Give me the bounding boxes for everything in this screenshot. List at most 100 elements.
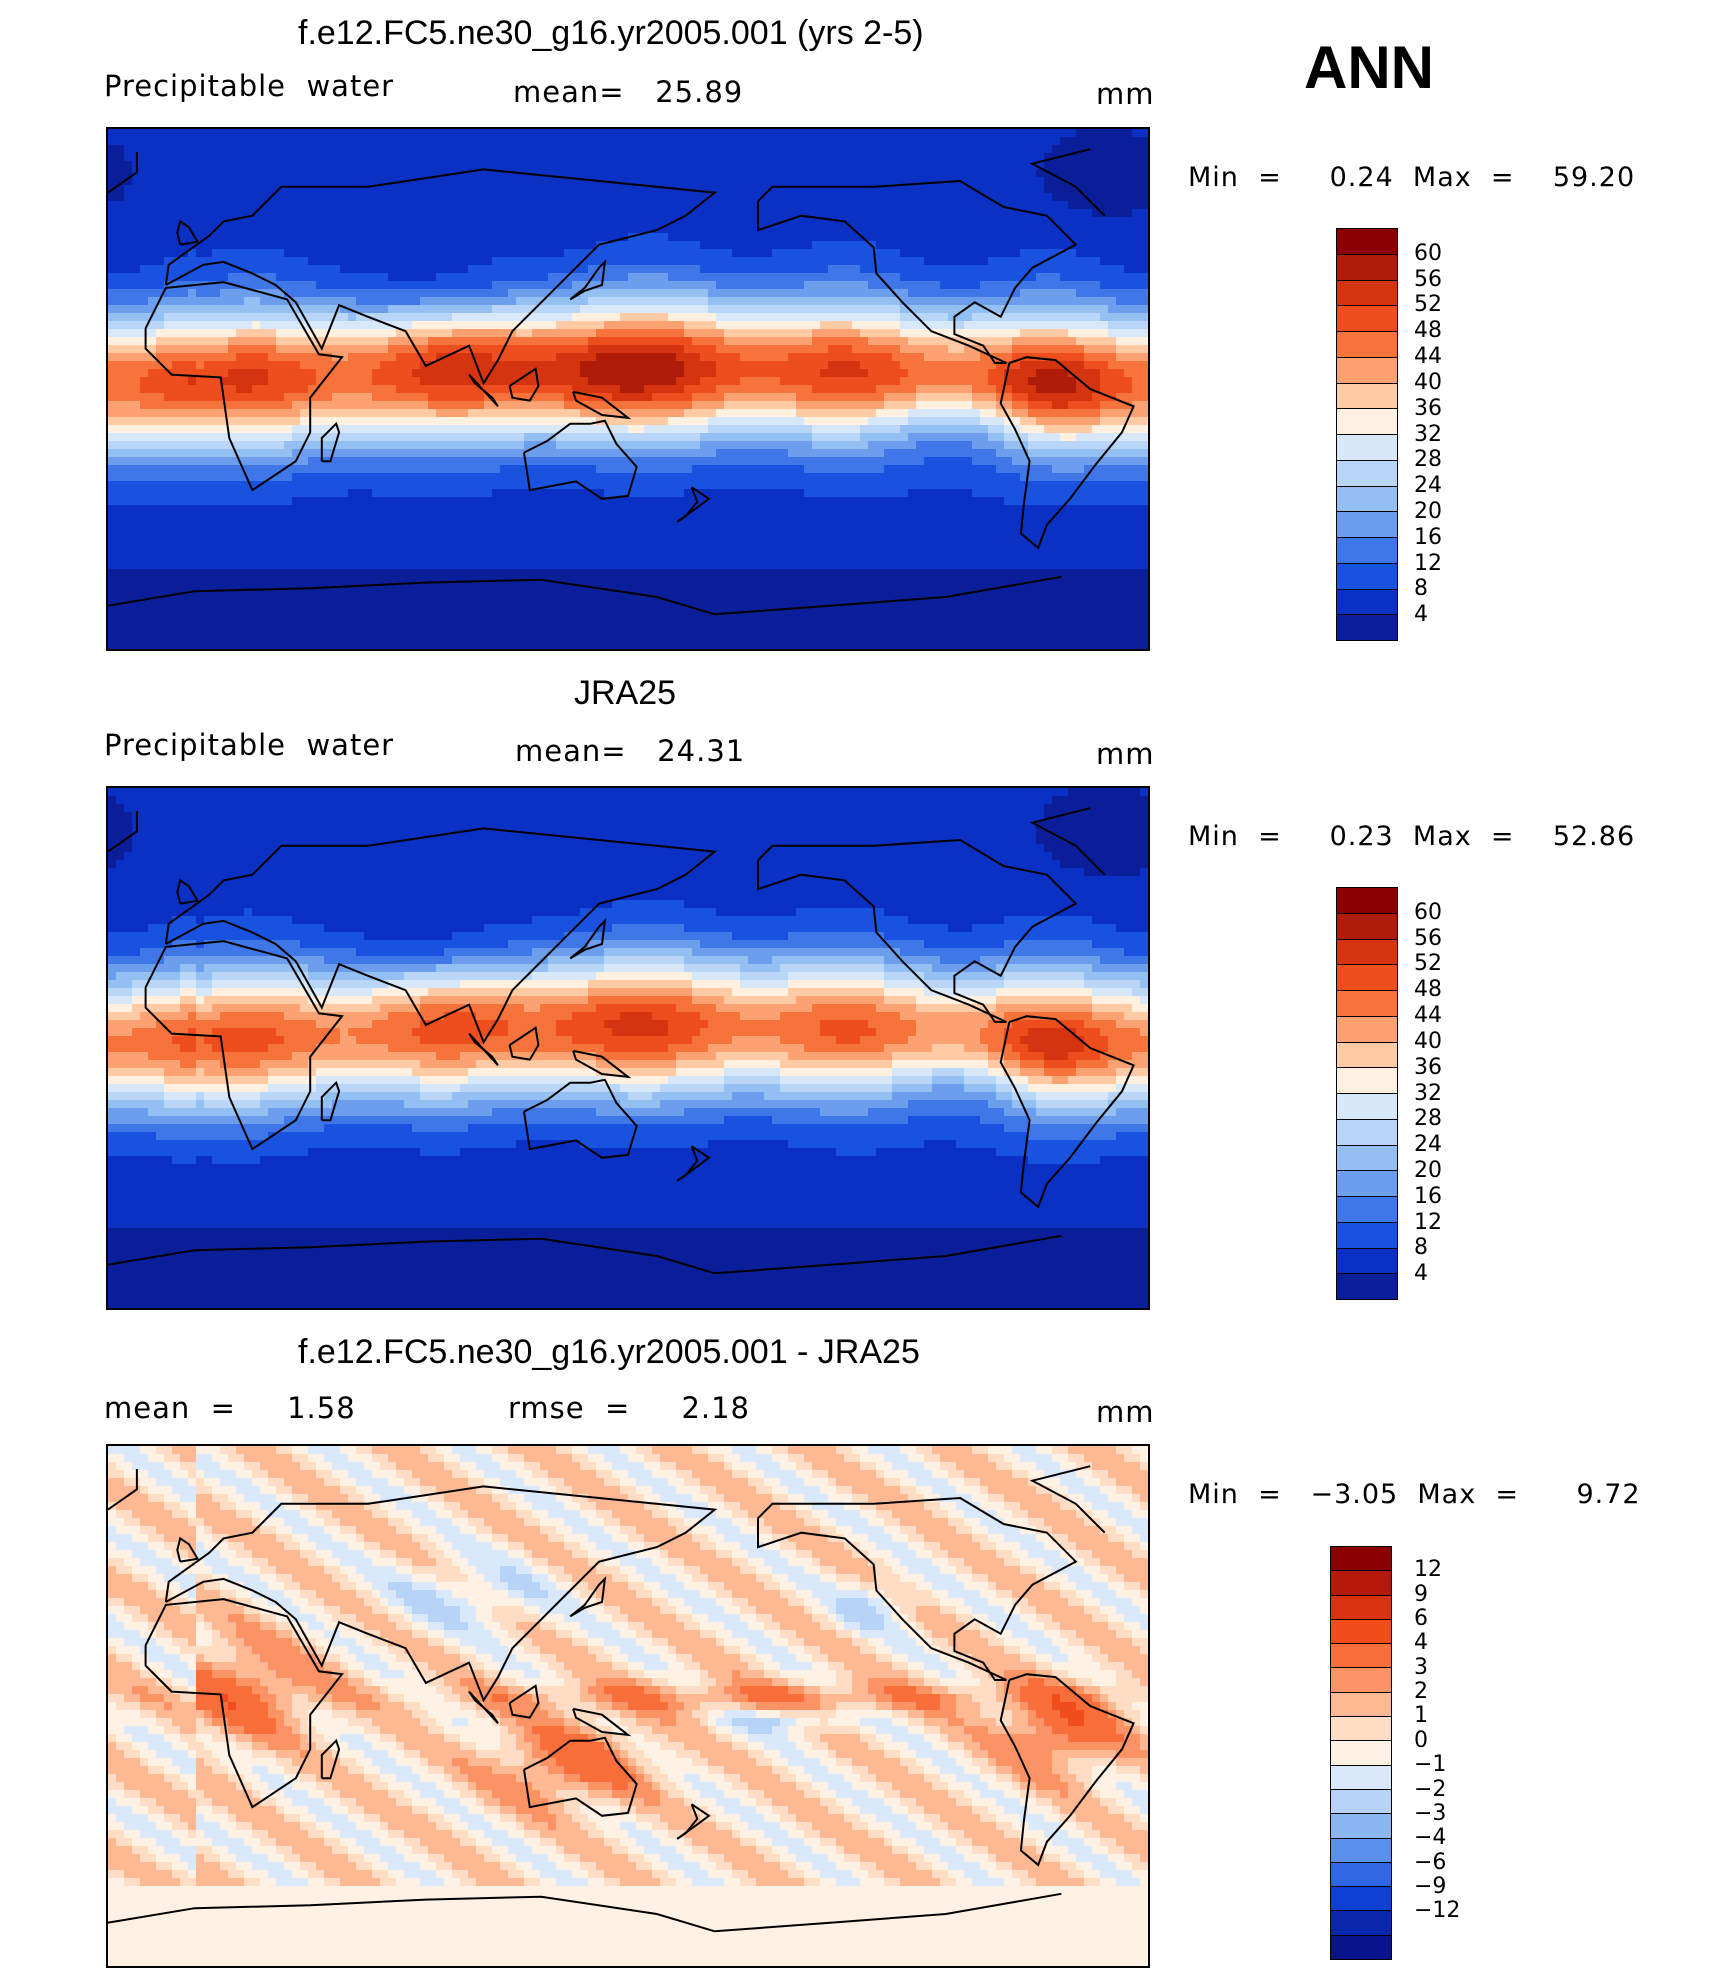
- field-cell: [316, 225, 325, 234]
- field-cell: [556, 385, 565, 394]
- field-cell: [764, 225, 773, 234]
- field-cell: [492, 337, 501, 346]
- field-cell: [620, 193, 629, 202]
- field-cell: [252, 417, 261, 426]
- field-cell: [564, 209, 573, 218]
- field-cell: [596, 193, 605, 202]
- field-cell: [236, 281, 245, 290]
- field-cell: [340, 361, 349, 370]
- field-cell: [1084, 201, 1093, 210]
- field-cell: [604, 209, 613, 218]
- field-cell: [524, 321, 533, 330]
- field-cell: [1140, 129, 1148, 138]
- field-cell: [308, 185, 317, 194]
- field-cell: [260, 193, 269, 202]
- field-cell: [1132, 393, 1141, 402]
- field-cell: [372, 169, 381, 178]
- field-cell: [164, 241, 173, 250]
- field-cell: [540, 305, 549, 314]
- field-cell: [1092, 305, 1101, 314]
- field-cell: [476, 321, 485, 330]
- field-cell: [676, 329, 685, 338]
- field-cell: [676, 161, 685, 170]
- field-cell: [292, 393, 301, 402]
- field-cell: [508, 289, 517, 298]
- field-cell: [1004, 305, 1013, 314]
- field-cell: [236, 225, 245, 234]
- field-cell: [940, 153, 949, 162]
- field-cell: [124, 201, 133, 210]
- field-cell: [1076, 137, 1085, 146]
- field-cell: [388, 393, 397, 402]
- field-cell: [676, 193, 685, 202]
- field-cell: [164, 337, 173, 346]
- field-cell: [228, 313, 237, 322]
- field-cell: [884, 361, 893, 370]
- field-cell: [532, 401, 541, 410]
- field-cell: [980, 161, 989, 170]
- field-cell: [628, 177, 637, 186]
- field-cell: [468, 329, 477, 338]
- field-cell: [988, 273, 997, 282]
- field-cell: [340, 161, 349, 170]
- field-cell: [620, 337, 629, 346]
- field-cell: [428, 153, 437, 162]
- field-cell: [236, 369, 245, 378]
- field-cell: [284, 129, 293, 138]
- field-cell: [132, 129, 141, 138]
- field-cell: [108, 233, 117, 242]
- field-cell: [1140, 409, 1148, 418]
- field-cell: [1052, 241, 1061, 250]
- field-cell: [1004, 353, 1013, 362]
- field-cell: [724, 393, 733, 402]
- field-cell: [788, 145, 797, 154]
- field-cell: [716, 169, 725, 178]
- field-cell: [1100, 193, 1109, 202]
- field-cell: [644, 369, 653, 378]
- field-cell: [268, 401, 277, 410]
- field-cell: [772, 217, 781, 226]
- field-cell: [180, 289, 189, 298]
- field-cell: [748, 161, 757, 170]
- field-cell: [380, 369, 389, 378]
- field-cell: [756, 345, 765, 354]
- field-cell: [292, 297, 301, 306]
- field-cell: [988, 153, 997, 162]
- field-cell: [452, 345, 461, 354]
- field-cell: [204, 377, 213, 386]
- field-cell: [524, 393, 533, 402]
- field-cell: [156, 265, 165, 274]
- field-cell: [1020, 305, 1029, 314]
- field-cell: [236, 153, 245, 162]
- field-cell: [364, 345, 373, 354]
- field-cell: [252, 145, 261, 154]
- field-cell: [796, 345, 805, 354]
- field-cell: [132, 265, 141, 274]
- field-cell: [180, 161, 189, 170]
- field-cell: [356, 401, 365, 410]
- field-cell: [1036, 153, 1045, 162]
- field-cell: [716, 289, 725, 298]
- field-cell: [212, 417, 221, 426]
- field-cell: [372, 217, 381, 226]
- field-cell: [156, 297, 165, 306]
- field-cell: [308, 401, 317, 410]
- field-cell: [436, 417, 445, 426]
- field-cell: [204, 273, 213, 282]
- field-cell: [292, 273, 301, 282]
- field-cell: [812, 329, 821, 338]
- field-cell: [412, 153, 421, 162]
- field-cell: [460, 305, 469, 314]
- field-cell: [732, 201, 741, 210]
- field-cell: [636, 281, 645, 290]
- field-cell: [1108, 161, 1117, 170]
- field-cell: [204, 313, 213, 322]
- field-cell: [988, 209, 997, 218]
- field-cell: [316, 177, 325, 186]
- field-cell: [572, 145, 581, 154]
- field-cell: [452, 409, 461, 418]
- field-cell: [516, 409, 525, 418]
- field-cell: [1108, 353, 1117, 362]
- field-cell: [468, 369, 477, 378]
- field-cell: [860, 257, 869, 266]
